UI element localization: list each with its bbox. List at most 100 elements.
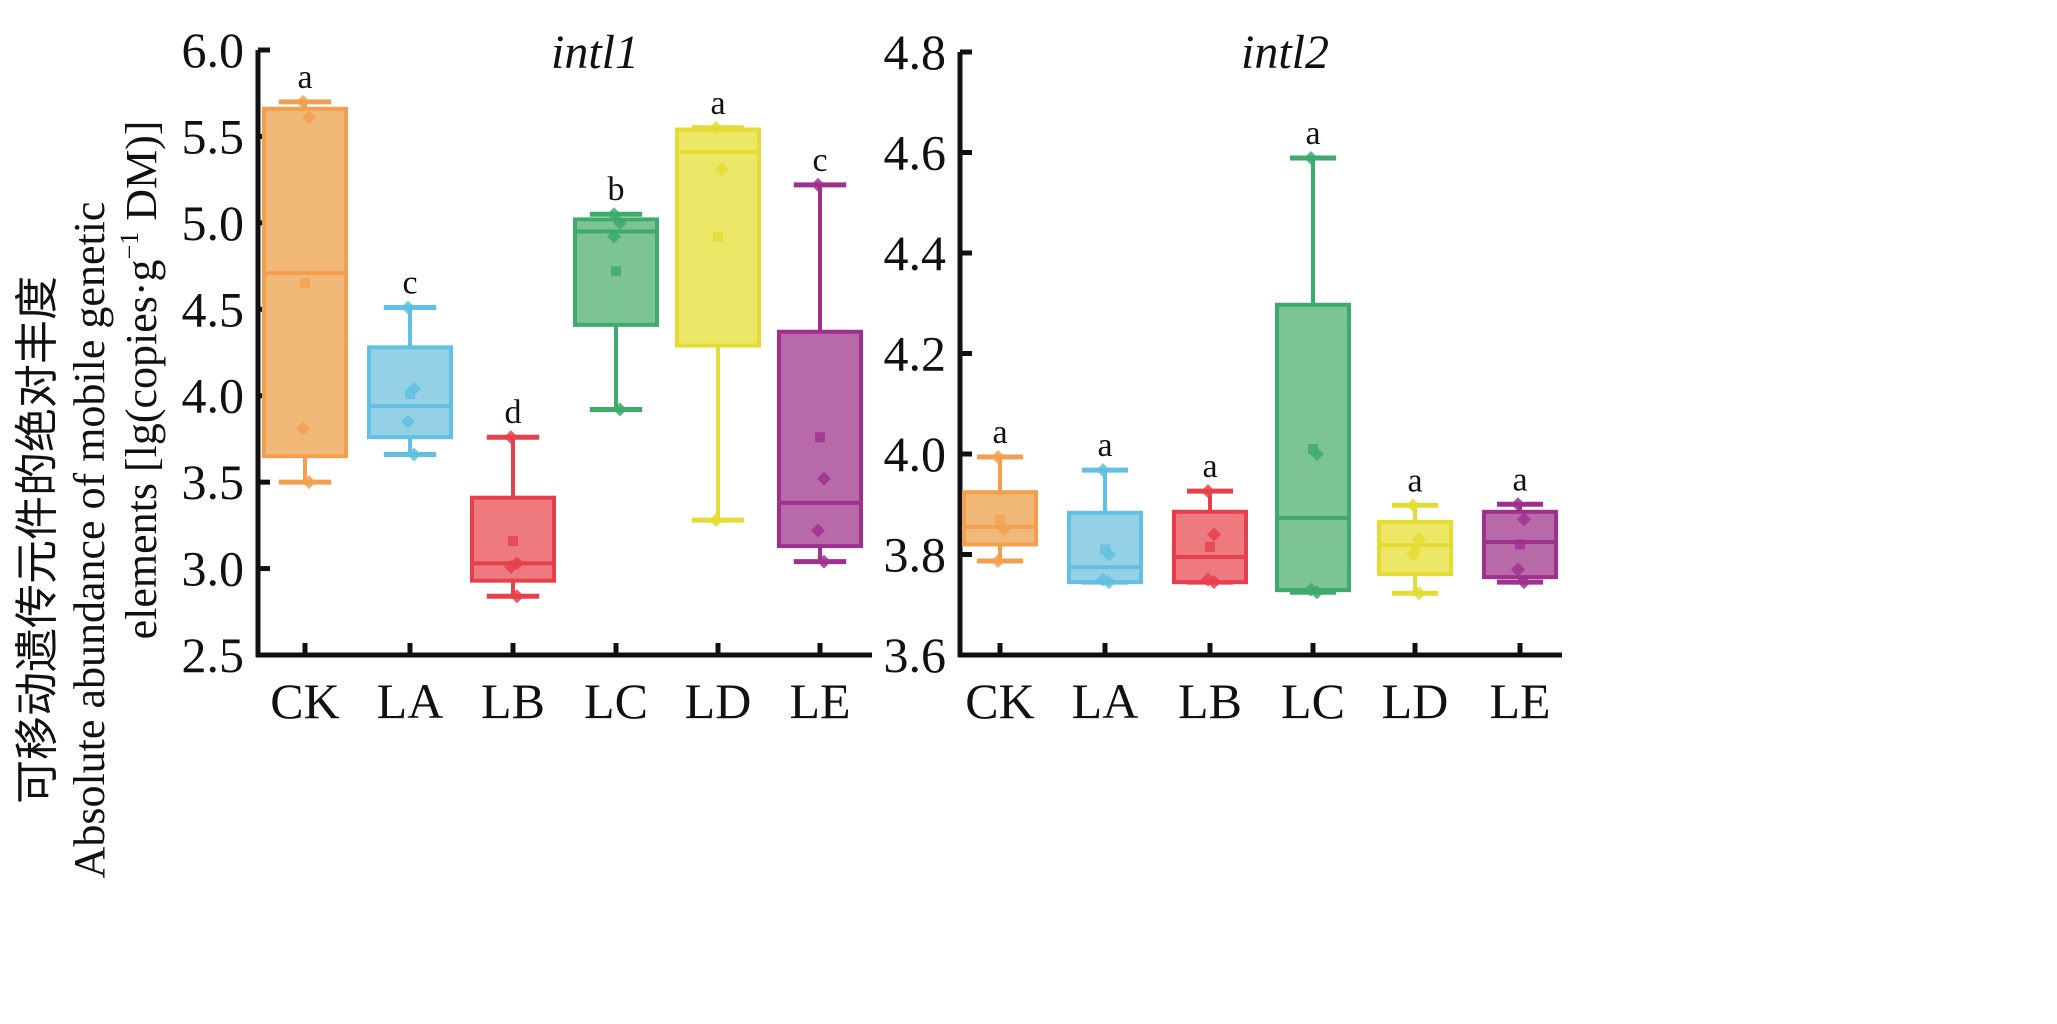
y-tick-label: 4.2 bbox=[884, 326, 947, 382]
y-label-post: DM)] bbox=[117, 121, 166, 232]
data-point bbox=[302, 475, 316, 490]
x-tick-label: LC bbox=[1281, 673, 1345, 729]
data-point bbox=[607, 207, 621, 222]
box-le: c bbox=[777, 142, 863, 569]
data-point bbox=[407, 447, 421, 462]
box-lc: a bbox=[1275, 115, 1351, 600]
box-ck: a bbox=[962, 414, 1038, 569]
mean-marker bbox=[508, 535, 518, 546]
y-tick-label: 4.0 bbox=[884, 426, 947, 482]
box-le: a bbox=[1482, 461, 1558, 590]
y-tick-label: 3.5 bbox=[182, 454, 245, 510]
data-point bbox=[1412, 586, 1426, 601]
significance-letter: a bbox=[1097, 427, 1112, 464]
data-point bbox=[1511, 497, 1525, 512]
data-point bbox=[296, 421, 310, 436]
x-tick-label: LA bbox=[1072, 673, 1139, 729]
significance-letter: a bbox=[710, 85, 725, 122]
data-point bbox=[811, 523, 825, 538]
box-iqr bbox=[777, 329, 863, 549]
data-point bbox=[991, 450, 1005, 465]
box-ld: a bbox=[675, 85, 761, 528]
data-point bbox=[1102, 575, 1116, 590]
mean-marker bbox=[1205, 541, 1215, 552]
mean-marker bbox=[1308, 443, 1318, 454]
mean-marker bbox=[815, 432, 825, 443]
y-tick-label: 3.0 bbox=[182, 541, 245, 597]
x-tick-label: CK bbox=[270, 673, 339, 729]
data-point bbox=[504, 430, 518, 445]
x-tick-label: LC bbox=[584, 673, 648, 729]
data-point bbox=[709, 513, 723, 528]
data-point bbox=[709, 120, 723, 135]
significance-letter: a bbox=[1512, 461, 1527, 498]
y-tick-label: 4.4 bbox=[884, 225, 947, 281]
data-point bbox=[1406, 498, 1420, 513]
significance-letter: c bbox=[812, 142, 827, 179]
data-point bbox=[1207, 527, 1221, 542]
data-point bbox=[1511, 562, 1525, 577]
data-point bbox=[613, 215, 627, 230]
data-point bbox=[510, 589, 524, 604]
y-tick-label: 2.5 bbox=[182, 627, 245, 683]
y-tick-label: 5.0 bbox=[182, 195, 245, 251]
mean-marker bbox=[611, 266, 621, 277]
y-axis-label-english-2: elements [lg(copies·g−1 DM)] bbox=[115, 121, 166, 640]
x-tick-label: LE bbox=[789, 673, 850, 729]
box-lb: a bbox=[1172, 448, 1248, 590]
significance-letter: a bbox=[1407, 462, 1422, 499]
y-tick-label: 4.0 bbox=[182, 368, 245, 424]
y-tick-label: 4.8 bbox=[884, 24, 947, 80]
significance-letter: a bbox=[992, 414, 1007, 451]
data-point bbox=[1310, 585, 1324, 600]
y-axis-label-chinese: 可移动遗传元件的绝对丰度 bbox=[13, 276, 62, 804]
chart-title: intl2 bbox=[1241, 26, 1329, 79]
data-point bbox=[302, 110, 316, 125]
mean-marker bbox=[405, 388, 415, 399]
box-lc: b bbox=[573, 171, 659, 417]
x-tick-label: LE bbox=[1489, 673, 1550, 729]
significance-letter: b bbox=[608, 171, 625, 208]
box-ld: a bbox=[1377, 462, 1453, 601]
chart-title: intl1 bbox=[551, 26, 639, 79]
data-point bbox=[296, 94, 310, 109]
panel-intl1: 2.5 3.0 3.5 4.0 4.5 5.0 5.5 6.0 intl1 CK LA LB LC LD L… bbox=[182, 22, 872, 729]
data-point bbox=[817, 554, 831, 569]
data-point bbox=[504, 559, 518, 574]
y-label-sup: −1 bbox=[115, 232, 144, 260]
box-la: c bbox=[367, 265, 453, 462]
data-point bbox=[1207, 575, 1221, 590]
data-point bbox=[997, 522, 1011, 537]
data-point bbox=[1096, 463, 1110, 478]
significance-letter: a bbox=[297, 59, 312, 96]
mean-marker bbox=[300, 278, 310, 289]
significance-letter: d bbox=[505, 394, 522, 431]
box-lb: d bbox=[470, 394, 556, 604]
y-tick-label: 3.8 bbox=[884, 527, 947, 583]
data-point bbox=[1201, 484, 1215, 499]
x-tick-label: LD bbox=[685, 673, 752, 729]
data-point bbox=[401, 300, 415, 315]
data-point bbox=[613, 402, 627, 417]
y-axis-label: 可移动遗传元件的绝对丰度 Absolute abundance of mobil… bbox=[13, 121, 166, 879]
data-point bbox=[1517, 575, 1531, 590]
mean-marker bbox=[1100, 544, 1110, 555]
data-point bbox=[811, 177, 825, 192]
significance-letter: a bbox=[1305, 115, 1320, 152]
mean-marker bbox=[1410, 544, 1420, 555]
data-point bbox=[401, 414, 415, 429]
y-tick-label: 6.0 bbox=[182, 22, 245, 78]
data-point bbox=[1304, 151, 1318, 166]
data-point bbox=[1517, 512, 1531, 527]
y-tick-label: 4.6 bbox=[884, 125, 947, 181]
significance-letter: c bbox=[402, 265, 417, 302]
x-tick-label: LB bbox=[1178, 673, 1242, 729]
data-point bbox=[817, 471, 831, 486]
box-ck: a bbox=[262, 59, 348, 490]
x-tick-label: CK bbox=[965, 673, 1034, 729]
y-tick-label: 5.5 bbox=[182, 108, 245, 164]
x-tick-label: LB bbox=[481, 673, 545, 729]
data-point bbox=[715, 162, 729, 177]
x-tick-label: LD bbox=[1382, 673, 1449, 729]
